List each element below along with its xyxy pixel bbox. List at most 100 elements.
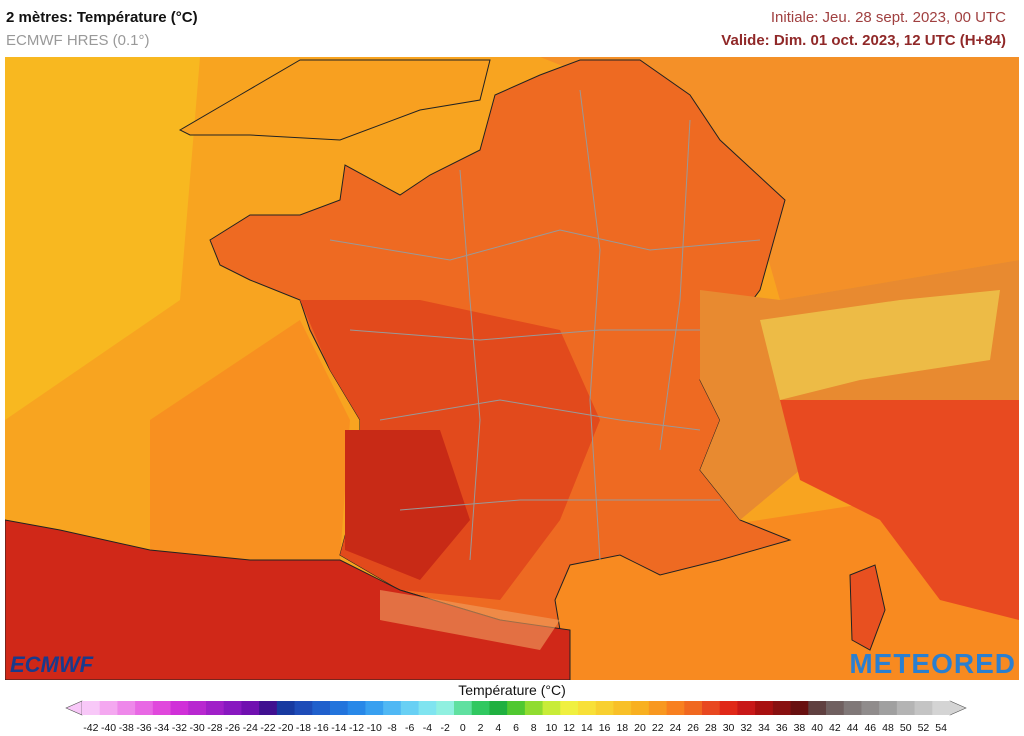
swatch <box>524 701 544 715</box>
legend-tick: -30 <box>190 722 205 734</box>
legend-tick: -34 <box>154 722 169 734</box>
germany <box>540 57 1019 300</box>
swatch <box>613 701 632 715</box>
legend-tick: -18 <box>296 722 311 734</box>
swatch <box>932 701 951 715</box>
legend-tick: -20 <box>278 722 293 734</box>
colorbar: -42 -40 -38 -36 -34 -32 -30 -28 -26 -24 -22 -20 -18-… <box>65 700 967 734</box>
legend-tick: 40 <box>811 722 823 734</box>
legend-tick: -4 <box>423 722 432 734</box>
swatch <box>702 701 721 715</box>
swatch <box>471 701 490 715</box>
ecmwf-logo: ECMWF <box>10 652 94 677</box>
swatch <box>772 701 792 715</box>
legend-tick: 38 <box>794 722 806 734</box>
bay <box>150 320 350 560</box>
swatch <box>152 701 172 715</box>
legend-tick: -26 <box>225 722 240 734</box>
swatch <box>400 701 420 715</box>
swatch <box>631 701 650 715</box>
swatch <box>648 701 668 715</box>
legend-tick: 20 <box>634 722 646 734</box>
sea-north <box>5 57 200 420</box>
swatch <box>276 701 296 715</box>
swatch <box>99 701 118 715</box>
legend-tick: 54 <box>935 722 947 734</box>
arrow-low <box>65 700 83 716</box>
swatch <box>843 701 862 715</box>
legend-tick: 28 <box>705 722 717 734</box>
swatch <box>737 701 756 715</box>
swatch <box>383 701 402 715</box>
legend-tick: 10 <box>546 722 558 734</box>
legend-tick: 46 <box>864 722 876 734</box>
swatch <box>861 701 880 715</box>
swatch <box>117 701 136 715</box>
initial-time: Initiale: Jeu. 28 sept. 2023, 00 UTC <box>770 9 1006 26</box>
legend-tick: 4 <box>495 722 501 734</box>
swatch <box>560 701 579 715</box>
spain <box>5 519 571 680</box>
legend-tick: -24 <box>243 722 258 734</box>
legend-tick: -16 <box>314 722 329 734</box>
swatch <box>82 701 101 715</box>
legend-tick: 14 <box>581 722 593 734</box>
legend-tick: 48 <box>882 722 894 734</box>
swatch <box>595 701 614 715</box>
swatch <box>365 701 384 715</box>
legend-tick: -8 <box>387 722 396 734</box>
swatch <box>489 701 508 715</box>
swatch <box>507 701 526 715</box>
swatch <box>347 701 366 715</box>
legend-tick: 0 <box>460 722 466 734</box>
swatch <box>454 701 473 715</box>
swatch <box>879 701 898 715</box>
legend-tick: -32 <box>172 722 187 734</box>
swatch <box>542 701 561 715</box>
valid-time: Valide: Dim. 01 oct. 2023, 12 UTC (H+84) <box>721 32 1006 49</box>
swatch <box>578 701 597 715</box>
legend-tick: 18 <box>616 722 628 734</box>
swatch <box>188 701 207 715</box>
legend-tick: 22 <box>652 722 664 734</box>
swatch <box>206 701 225 715</box>
legend-tick: -38 <box>119 722 134 734</box>
meteored-logo: METEORED <box>849 648 1016 679</box>
legend-tick: -42 <box>83 722 98 734</box>
legend-tick: 44 <box>847 722 859 734</box>
legend-tick: 24 <box>670 722 682 734</box>
alps-high <box>760 290 1000 400</box>
legend-tick: -22 <box>260 722 275 734</box>
legend-tick: 52 <box>918 722 930 734</box>
swatch <box>808 701 827 715</box>
swatch <box>719 701 738 715</box>
legend-tick: -14 <box>331 722 346 734</box>
legend-tick: -40 <box>101 722 116 734</box>
swatch <box>755 701 774 715</box>
legend-tick: 34 <box>758 722 770 734</box>
swatch <box>418 701 437 715</box>
swatch <box>666 701 685 715</box>
swatch <box>223 701 242 715</box>
legend-tick: -6 <box>405 722 414 734</box>
model: ECMWF HRES (0.1°) <box>6 32 150 49</box>
legend-tick: 32 <box>740 722 752 734</box>
legend-tick: -36 <box>136 722 151 734</box>
swatch <box>896 701 916 715</box>
england <box>178 59 491 141</box>
legend-tick: -2 <box>440 722 449 734</box>
legend-tick: 26 <box>687 722 699 734</box>
legend-tick: 2 <box>478 722 484 734</box>
swatch <box>914 701 933 715</box>
swatch <box>312 701 331 715</box>
swatch <box>330 701 349 715</box>
title: 2 mètres: Température (°C) <box>6 9 198 26</box>
swatch <box>170 701 189 715</box>
swatch <box>826 701 845 715</box>
legend-tick: 42 <box>829 722 841 734</box>
legend-tick: -10 <box>367 722 382 734</box>
swatch <box>259 701 278 715</box>
legend-tick: 50 <box>900 722 912 734</box>
landes-hot <box>345 430 470 580</box>
